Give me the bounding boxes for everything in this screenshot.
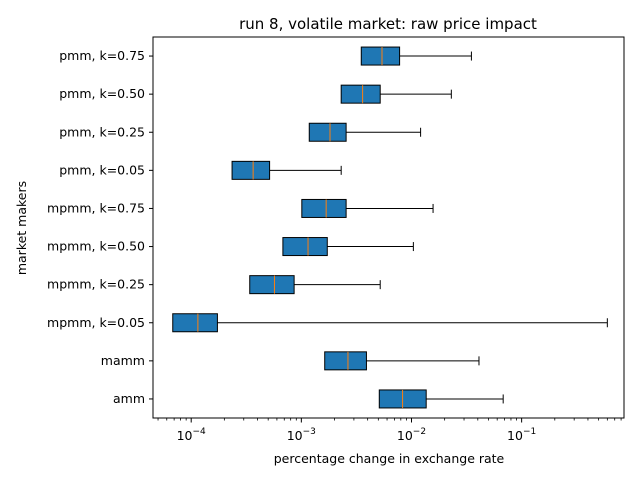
box xyxy=(249,275,295,295)
box xyxy=(282,237,328,257)
box xyxy=(360,46,401,66)
y-tick-label: mpmm, k=0.75 xyxy=(47,200,145,215)
plot-frame xyxy=(152,36,625,419)
y-axis-ticks: pmm, k=0.75 pmm, k=0.50 pmm, k=0.25 pmm, k=… xyxy=(47,48,153,406)
y-tick-label: mpmm, k=0.50 xyxy=(47,239,145,254)
box xyxy=(308,122,347,142)
box xyxy=(172,313,218,333)
chart-title: run 8, volatile market: raw price impact xyxy=(239,15,537,33)
y-tick-label: pmm, k=0.05 xyxy=(59,162,145,177)
box xyxy=(340,84,381,104)
box xyxy=(324,351,367,371)
box xyxy=(231,160,271,180)
y-tick-label: pmm, k=0.50 xyxy=(59,86,145,101)
box xyxy=(301,198,347,218)
box-group xyxy=(172,46,608,409)
y-tick-label: amm xyxy=(113,391,145,406)
y-tick-label: mamm xyxy=(101,353,145,368)
y-tick-label: pmm, k=0.25 xyxy=(59,124,145,139)
x-axis-label: percentage change in exchange rate xyxy=(274,451,505,466)
y-tick-label: mpmm, k=0.25 xyxy=(47,277,145,292)
y-tick-label: mpmm, k=0.05 xyxy=(47,315,145,330)
y-tick-label: pmm, k=0.75 xyxy=(59,48,145,63)
y-axis-label: market makers xyxy=(14,181,29,275)
